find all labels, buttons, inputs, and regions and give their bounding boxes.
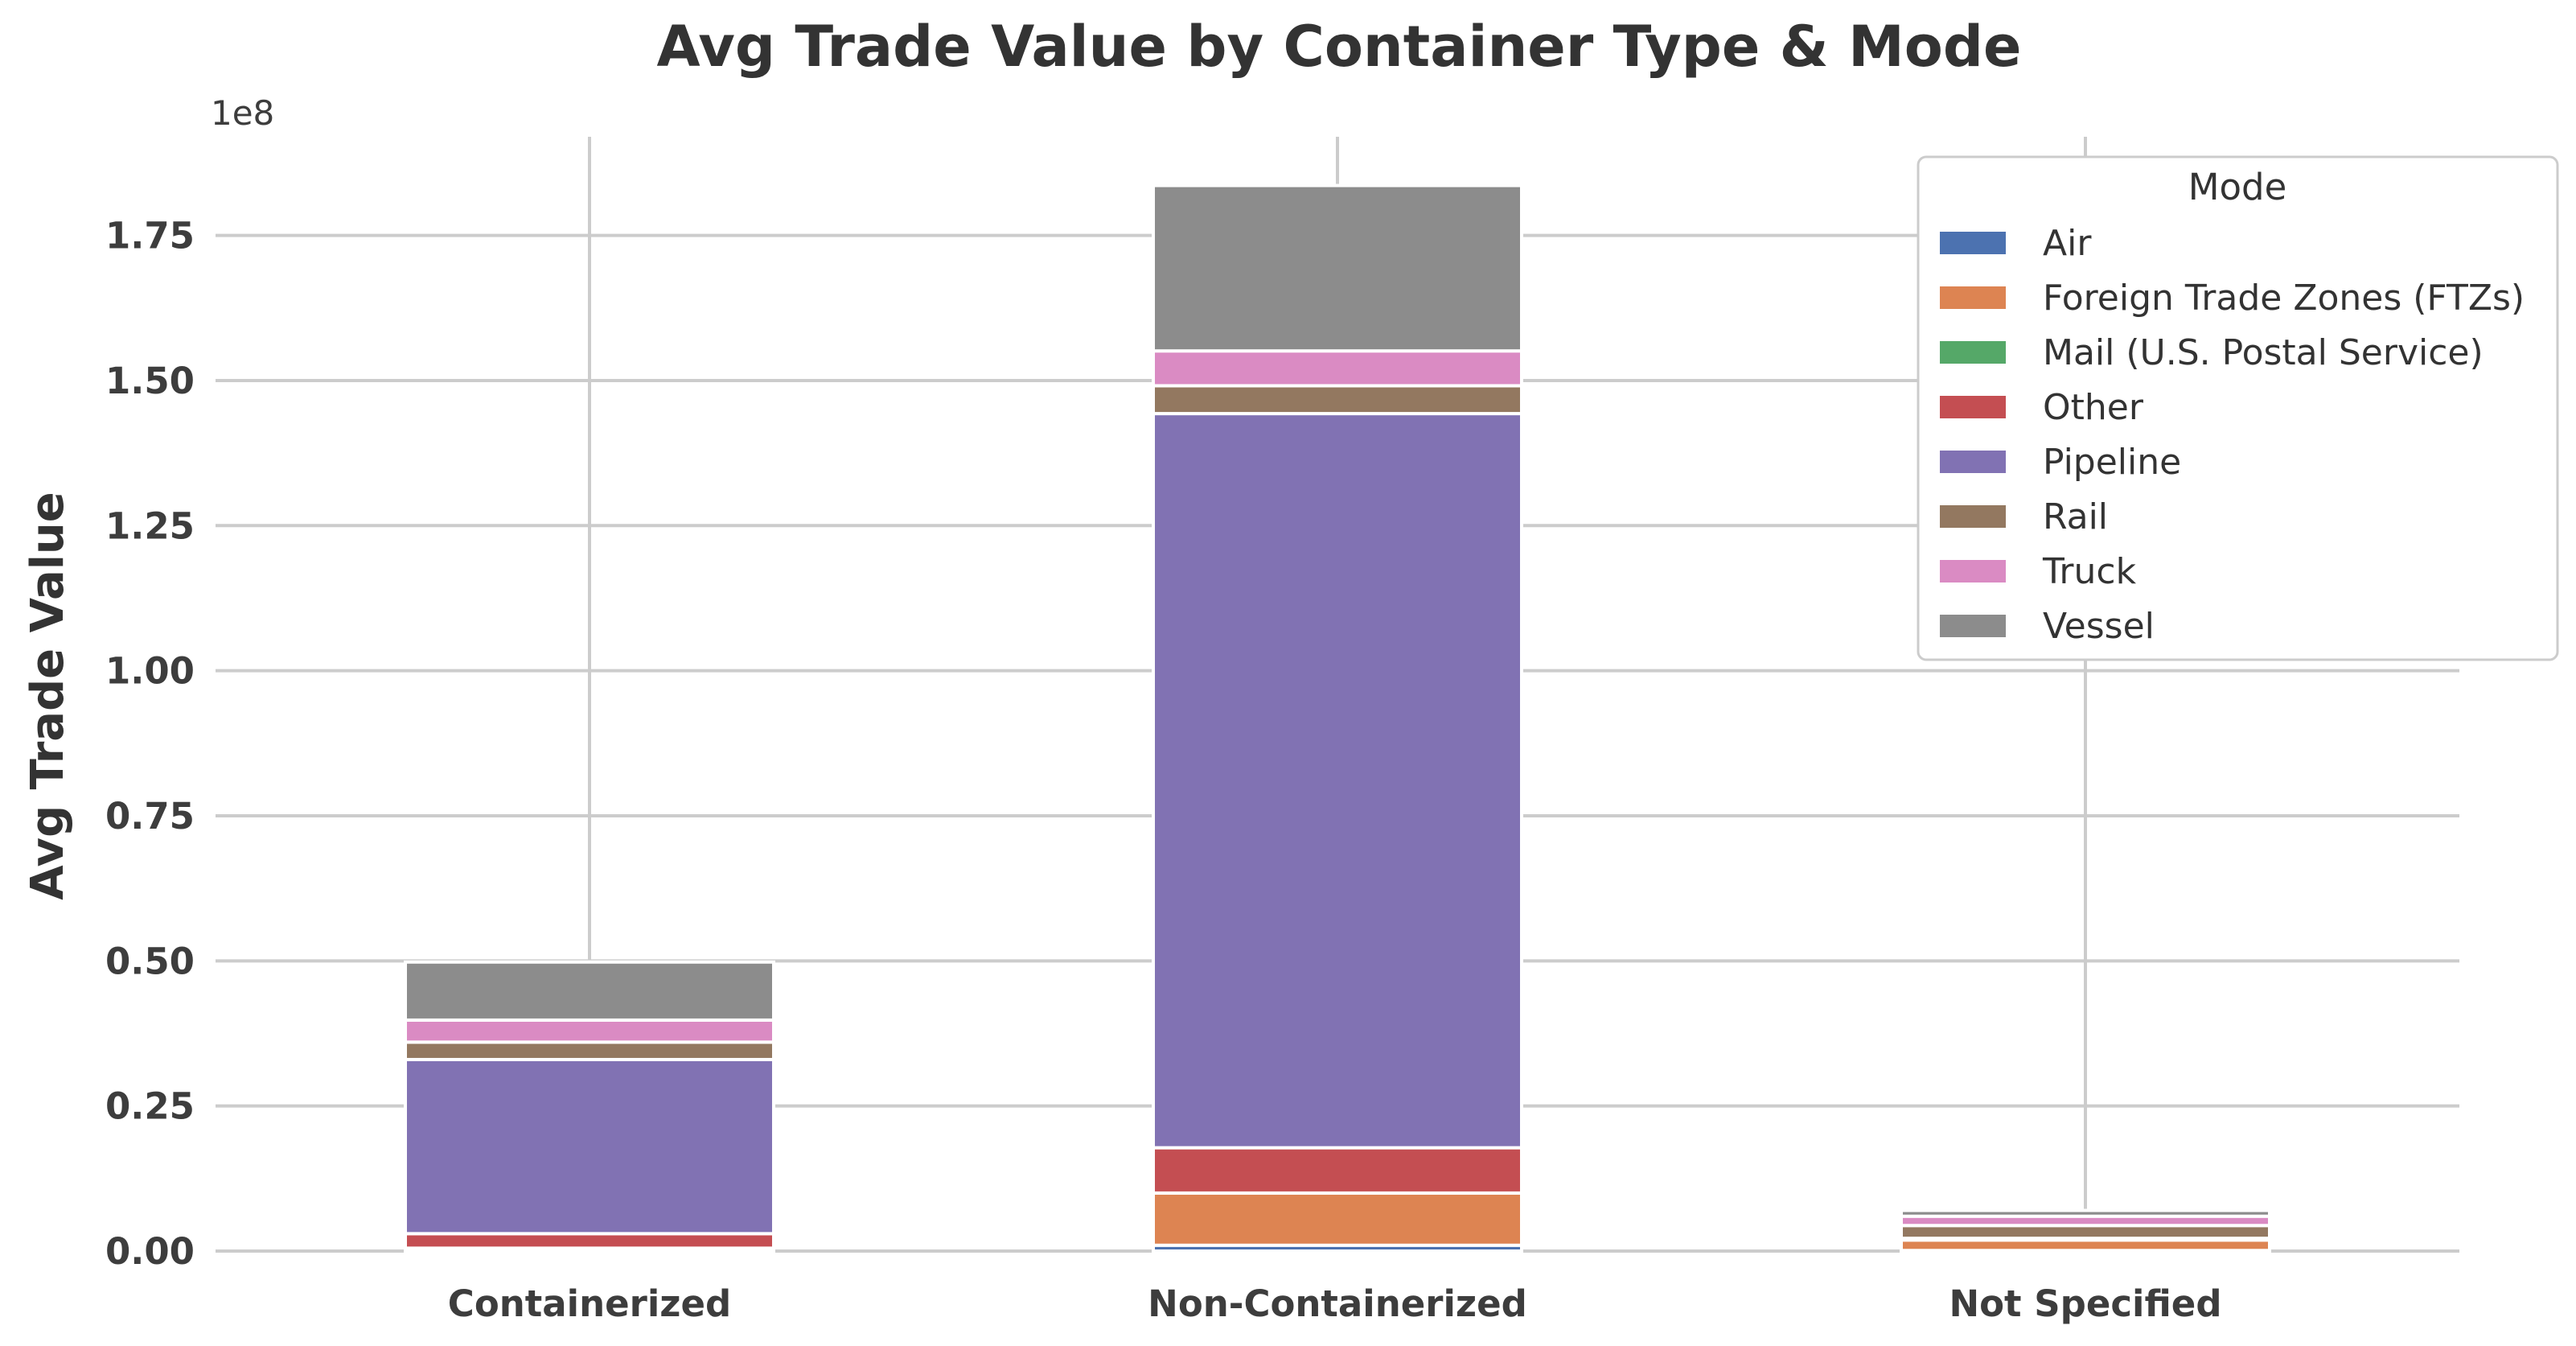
y-tick-label: 0.50	[105, 940, 195, 982]
y-axis-label: Avg Trade Value	[22, 492, 74, 900]
bar-segment	[1900, 1208, 2271, 1218]
y-tick-label: 1.50	[105, 360, 195, 402]
bar-segment	[404, 960, 775, 1022]
bar-segment	[404, 1018, 775, 1044]
y-tick-label: 1.00	[105, 650, 195, 693]
legend-frame	[1917, 155, 2559, 661]
y-offset-label: 1e8	[211, 93, 274, 133]
bar-segment	[1900, 1224, 2271, 1241]
legend-label: Pipeline	[2043, 442, 2181, 483]
y-tick-label: 0.00	[105, 1230, 195, 1273]
x-ticks: Containerized Non-Containerized Not Specif…	[448, 1282, 2222, 1325]
legend-swatch	[1940, 232, 2006, 254]
legend-label: Vessel	[2043, 606, 2155, 647]
bar-segment	[1152, 1191, 1523, 1247]
legend-swatch	[1940, 341, 2006, 364]
legend-label: Air	[2043, 223, 2092, 264]
x-tick-label: Non-Containerized	[1148, 1282, 1527, 1325]
legend-swatch	[1940, 560, 2006, 582]
bar-segment	[404, 1040, 775, 1061]
legend-swatch	[1940, 396, 2006, 418]
bar-segment	[1152, 384, 1523, 416]
legend: Mode Air Foreign Trade Zones (FTZs) Mail (…	[1917, 155, 2559, 661]
bars	[404, 183, 2271, 1253]
legend-swatch	[1940, 451, 2006, 473]
legend-title: Mode	[2188, 166, 2287, 208]
legend-swatch	[1940, 505, 2006, 528]
bar-segment	[404, 1057, 775, 1236]
legend-label: Mail (U.S. Postal Service)	[2043, 332, 2484, 373]
legend-label: Rail	[2043, 496, 2108, 537]
bar-segment	[1152, 1146, 1523, 1195]
y-ticks: 0.00 0.25 0.50 0.75 1.00 1.25 1.50 1.75	[105, 215, 195, 1273]
legend-label: Truck	[2042, 551, 2137, 592]
legend-swatch	[1940, 286, 2006, 309]
legend-items: Air Foreign Trade Zones (FTZs) Mail (U.S. …	[1940, 223, 2525, 647]
y-tick-label: 1.75	[105, 215, 195, 257]
legend-label: Foreign Trade Zones (FTZs)	[2043, 278, 2525, 319]
legend-label: Other	[2043, 387, 2144, 428]
bar-segment	[1152, 183, 1523, 353]
bar-segment	[404, 1232, 775, 1250]
y-tick-label: 0.25	[105, 1085, 195, 1128]
y-tick-label: 0.75	[105, 795, 195, 838]
legend-swatch	[1940, 615, 2006, 637]
chart-title: Avg Trade Value by Container Type & Mode	[657, 14, 2022, 80]
bar-segment	[1152, 349, 1523, 388]
bar-segment	[1152, 412, 1523, 1150]
x-tick-label: Containerized	[448, 1282, 731, 1325]
x-tick-label: Not Specified	[1949, 1282, 2221, 1325]
y-tick-label: 1.25	[105, 504, 195, 547]
